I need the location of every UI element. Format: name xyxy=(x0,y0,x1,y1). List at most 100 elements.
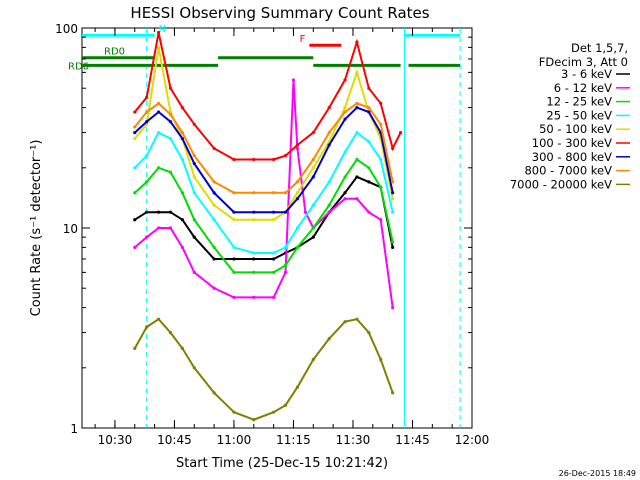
flag-label-f: F xyxy=(300,34,306,45)
data-point-2-6 xyxy=(212,245,216,249)
data-point-1-9 xyxy=(272,295,276,299)
data-point-5-1 xyxy=(145,95,149,99)
data-point-6-4 xyxy=(180,136,184,141)
legend-label-0: 3 - 6 keV xyxy=(561,67,612,81)
data-point-3-14 xyxy=(343,150,347,154)
data-point-5-7 xyxy=(232,157,236,162)
data-point-0-2 xyxy=(156,210,161,214)
data-point-8-7 xyxy=(232,410,236,414)
series-line-5 xyxy=(134,32,402,161)
annotation-layer: N RD0 RD6 F xyxy=(68,24,461,428)
data-point-6-0 xyxy=(133,130,137,135)
data-point-8-18 xyxy=(391,391,395,395)
data-point-3-0 xyxy=(133,166,137,170)
data-point-2-11 xyxy=(295,245,300,249)
data-point-0-12 xyxy=(311,235,315,239)
x-tick-label-0: 10:30 xyxy=(98,433,133,447)
data-point-8-17 xyxy=(379,357,383,362)
data-point-0-6 xyxy=(212,257,216,261)
data-point-4-0 xyxy=(133,136,137,141)
data-point-0-18 xyxy=(391,245,395,249)
data-point-6-5 xyxy=(192,161,196,166)
data-point-4-5 xyxy=(192,175,196,179)
legend-label-4: 50 - 100 keV xyxy=(539,122,612,136)
data-point-5-9 xyxy=(272,157,276,162)
data-point-1-8 xyxy=(252,295,256,299)
data-point-5-17 xyxy=(379,101,383,105)
x-axis-ticks: 10:30 10:45 11:00 11:15 11:30 11:45 12:00 xyxy=(94,28,489,447)
data-point-3-12 xyxy=(311,203,315,207)
data-point-8-1 xyxy=(145,325,149,329)
data-point-7-8 xyxy=(252,191,256,195)
data-point-5-15 xyxy=(355,40,359,44)
data-point-1-15 xyxy=(327,210,331,214)
data-point-2-0 xyxy=(133,191,137,195)
data-point-4-11 xyxy=(295,191,300,195)
data-point-8-5 xyxy=(192,366,196,370)
legend-label-6: 300 - 800 keV xyxy=(532,150,612,164)
data-point-2-4 xyxy=(180,191,184,195)
data-point-7-1 xyxy=(145,110,149,114)
y-axis-ticks: 1 10 100 xyxy=(55,22,472,436)
data-point-6-1 xyxy=(145,120,149,124)
data-point-7-17 xyxy=(379,122,383,126)
x-tick-label-1: 10:45 xyxy=(157,433,192,447)
data-point-2-7 xyxy=(232,270,236,274)
data-point-1-5 xyxy=(192,270,196,274)
data-point-8-14 xyxy=(343,320,347,324)
data-point-5-8 xyxy=(252,157,256,162)
data-point-8-4 xyxy=(180,346,184,351)
timestamp: 26-Dec-2015 18:49 xyxy=(559,469,636,478)
data-point-0-16 xyxy=(367,180,371,184)
data-point-1-1 xyxy=(145,235,149,239)
data-point-2-15 xyxy=(355,157,359,162)
data-point-3-16 xyxy=(367,140,371,144)
flag-label-n: N xyxy=(159,24,166,35)
data-point-4-6 xyxy=(212,203,216,207)
data-point-2-12 xyxy=(311,226,315,230)
data-point-7-18 xyxy=(391,180,395,184)
y-tick-label-0: 1 xyxy=(70,422,78,436)
series-line-8 xyxy=(133,317,394,421)
series-layer xyxy=(133,30,403,422)
legend-label-1: 6 - 12 keV xyxy=(554,81,612,95)
data-point-0-0 xyxy=(133,218,137,222)
x-axis-label: Start Time (25-Dec-15 10:21:42) xyxy=(176,456,388,471)
y-tick-label-1: 10 xyxy=(63,222,78,236)
data-point-6-12 xyxy=(311,175,315,179)
data-point-1-7 xyxy=(232,295,236,299)
data-point-5-14 xyxy=(343,78,347,82)
x-tick-label-3: 11:15 xyxy=(276,433,311,447)
data-point-7-14 xyxy=(343,110,347,114)
data-point-3-1 xyxy=(145,154,149,158)
legend-label-8: 7000 - 20000 keV xyxy=(510,177,612,191)
series-line-2 xyxy=(134,158,394,274)
data-point-6-9 xyxy=(272,210,276,214)
data-point-1-20 xyxy=(391,305,395,310)
data-point-1-12 xyxy=(295,146,300,151)
data-point-3-17 xyxy=(379,157,383,162)
data-point-1-0 xyxy=(133,245,137,249)
data-point-7-9 xyxy=(272,191,276,195)
data-point-6-14 xyxy=(343,117,347,121)
data-point-3-6 xyxy=(212,218,216,222)
flag-label-rd6: RD6 xyxy=(68,61,89,72)
data-point-3-3 xyxy=(168,136,173,141)
data-point-2-1 xyxy=(145,180,149,184)
data-point-0-4 xyxy=(180,218,184,222)
data-point-4-12 xyxy=(311,166,315,170)
data-point-2-8 xyxy=(252,270,256,274)
legend-header-line-1: Det 1,5,7, xyxy=(571,41,628,55)
data-point-3-8 xyxy=(252,251,256,255)
data-point-4-14 xyxy=(343,105,347,110)
data-point-3-5 xyxy=(192,191,196,195)
data-point-4-15 xyxy=(355,70,359,74)
data-point-8-10 xyxy=(283,403,288,407)
data-point-8-6 xyxy=(212,391,216,395)
data-point-6-16 xyxy=(367,110,371,114)
data-point-2-3 xyxy=(168,170,173,174)
data-point-1-6 xyxy=(212,286,216,290)
